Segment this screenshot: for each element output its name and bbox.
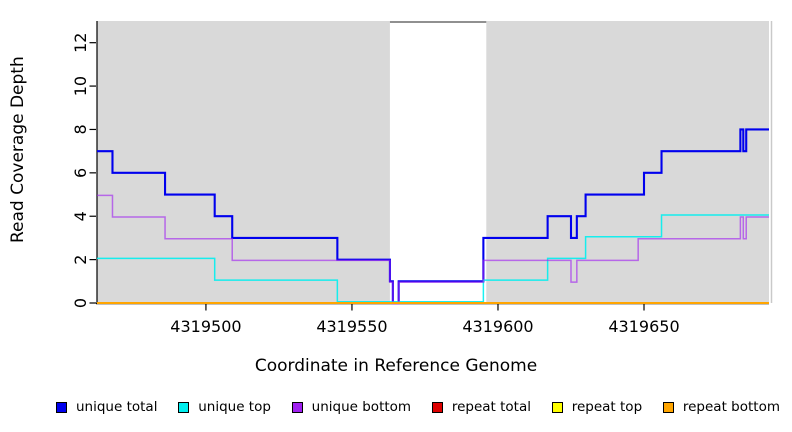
- legend-item: repeat top: [551, 399, 643, 415]
- series-line-unique-total: [97, 128, 769, 305]
- legend-swatch: [56, 401, 67, 413]
- legend-item: repeat bottom: [662, 399, 780, 415]
- x-tick-label: 4319550: [316, 317, 387, 336]
- legend-swatch: [431, 401, 443, 413]
- y-tick-label: 6: [71, 168, 90, 178]
- legend-label: repeat total: [451, 399, 531, 415]
- masked-region: [389, 21, 487, 303]
- legend-item: unique bottom: [291, 399, 412, 415]
- series-line-unique-top: [97, 214, 769, 303]
- legend-label: unique top: [198, 399, 271, 415]
- y-tick-label: 10: [71, 76, 90, 96]
- legend-label: unique bottom: [311, 399, 412, 415]
- x-axis-title: Coordinate in Reference Genome: [254, 356, 538, 376]
- y-tick-label: 8: [71, 124, 90, 134]
- y-tick-label: 4: [71, 211, 90, 221]
- legend-swatch: [551, 401, 563, 413]
- legend-item: unique total: [56, 399, 157, 415]
- y-axis-title: Read Coverage Depth: [8, 56, 28, 243]
- legend-swatch: [662, 401, 674, 413]
- legend-swatch: [291, 401, 303, 413]
- series-line-unique-bottom: [97, 194, 769, 305]
- y-tick-label: 12: [71, 33, 90, 53]
- legend-item: unique top: [178, 399, 271, 415]
- legend: unique total unique top unique bottom repea…: [56, 397, 780, 417]
- x-tick-label: 4319650: [608, 317, 679, 336]
- legend-label: repeat bottom: [682, 399, 780, 415]
- y-tick-label: 0: [71, 298, 90, 308]
- legend-item: repeat total: [431, 399, 531, 415]
- y-tick-label: 2: [71, 255, 90, 265]
- legend-label: repeat top: [571, 399, 643, 415]
- x-tick-label: 4319600: [462, 317, 533, 336]
- legend-swatch: [178, 401, 190, 413]
- legend-label: unique total: [76, 399, 158, 415]
- x-tick-label: 4319500: [170, 317, 241, 336]
